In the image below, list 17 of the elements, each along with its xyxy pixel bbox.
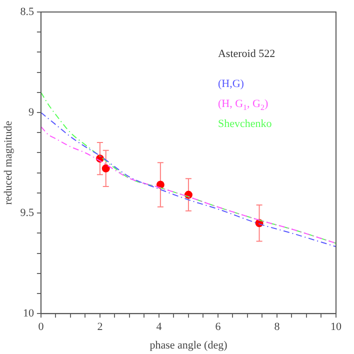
- annotation: Asteroid 522: [218, 48, 276, 60]
- y-tick-label: 8.5: [20, 6, 34, 18]
- text: (H,G): [218, 78, 244, 90]
- x-tick-label: 0: [38, 321, 44, 334]
- x-tick-label: 10: [330, 321, 342, 334]
- y-axis-title: reduced magnitude: [2, 120, 14, 205]
- x-tick-label: 8: [274, 321, 280, 334]
- x-tick-label: 4: [156, 321, 162, 334]
- y-tick-label: 10: [22, 307, 34, 320]
- x-axis-title: phase angle (deg): [150, 339, 228, 352]
- line-series: [40, 92, 336, 244]
- y-tick-label: 9.5: [20, 206, 34, 219]
- y-tick-label: 9: [28, 106, 34, 118]
- x-tick-label: 6: [215, 321, 222, 334]
- point: [102, 164, 110, 172]
- x-tick-label: 2: [97, 321, 103, 334]
- text: Shevchenko: [218, 118, 272, 130]
